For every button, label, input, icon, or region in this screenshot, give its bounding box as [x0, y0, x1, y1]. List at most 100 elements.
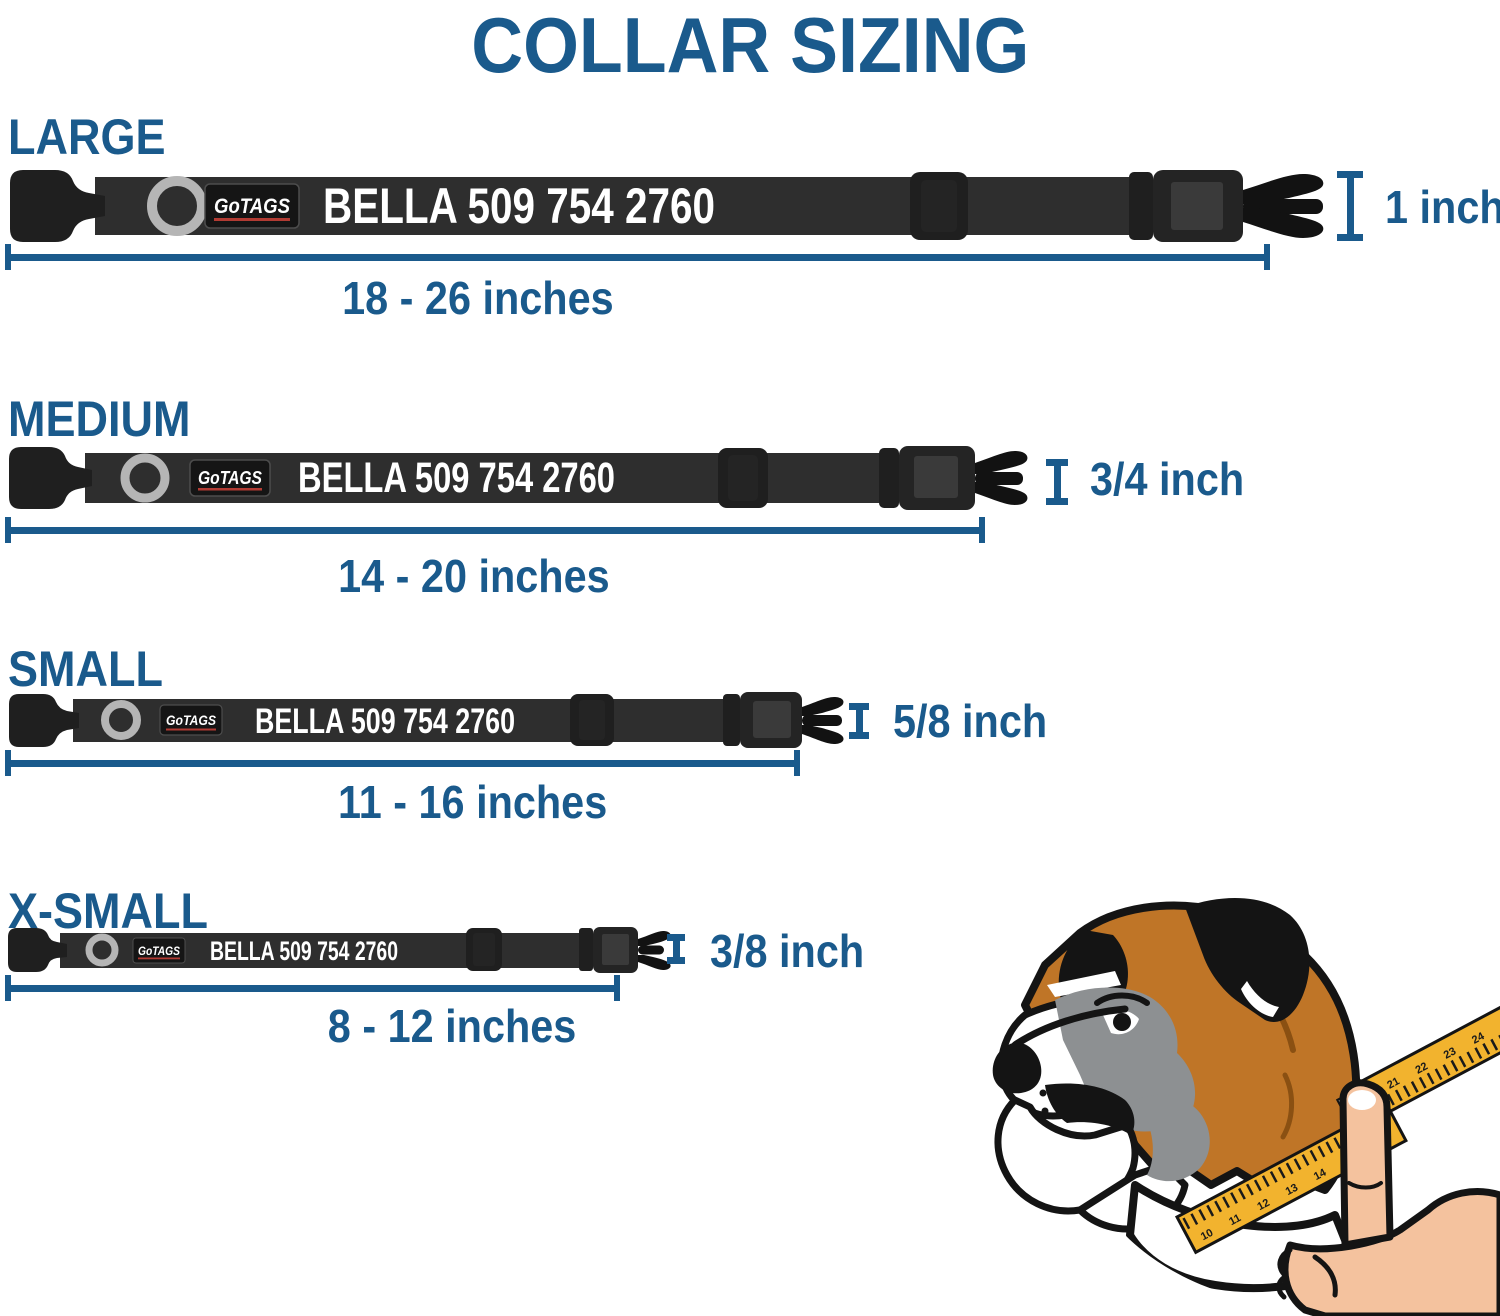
brand-patch: [189, 459, 271, 497]
buckle-prong-bottom: [638, 955, 671, 970]
d-ring: [120, 453, 170, 503]
width-label: 3/4 inch: [1090, 456, 1261, 502]
buckle-female: [8, 928, 67, 972]
dog-neck-crease: [1280, 1072, 1295, 1140]
width-label-text: 1 inch: [1385, 181, 1500, 233]
collar-imprint: BELLA 509 754 2760: [298, 454, 615, 502]
brand-patch: [132, 937, 186, 964]
buckle-prong-bottom: [802, 725, 844, 744]
size-label: MEDIUM: [8, 392, 211, 447]
tape-number: 10: [1199, 1227, 1215, 1243]
length-measure-line: [5, 750, 800, 776]
page-title-text: COLLAR SIZING: [470, 1, 1030, 89]
d-ring: [101, 700, 141, 740]
dog-chest-lower: [1105, 1235, 1315, 1316]
buckle-prong-bottom: [1243, 208, 1324, 238]
buckle-female: [10, 170, 105, 242]
dog-ear-right-highlight: [1241, 981, 1279, 1017]
buckle-prong-mid: [638, 945, 664, 955]
dog-whisker-dot: [1053, 1099, 1061, 1107]
buckle-male-detail: [1171, 182, 1223, 230]
tape-number: 12: [1255, 1197, 1271, 1213]
slider-detail: [921, 180, 957, 232]
brand-patch: [159, 704, 223, 736]
buckle-prong-top: [1243, 174, 1324, 204]
width-label-text: 3/4 inch: [1090, 453, 1245, 505]
dog-ear-right: [1185, 897, 1310, 1023]
range-label: 18 - 26 inches: [278, 272, 678, 324]
length-measure-line: [5, 517, 985, 543]
size-label: LARGE: [8, 110, 183, 165]
knuckle-line: [1276, 1247, 1293, 1300]
fingernail: [1348, 1090, 1376, 1110]
buckle-prong-mid: [975, 472, 1023, 485]
strap-endcap: [579, 928, 593, 971]
length-measure-line: [5, 244, 1270, 270]
dog-measuring-illustration: 18 19 20 21 22 23 24: [992, 897, 1500, 1316]
tape-number: 21: [1385, 1075, 1401, 1091]
size-label-text: LARGE: [8, 109, 166, 165]
width-label: 5/8 inch: [893, 698, 1064, 744]
dog-nose: [992, 1042, 1042, 1094]
slider-detail: [728, 455, 758, 501]
width-label-text: 3/8 inch: [710, 925, 865, 977]
buckle-prong-top: [975, 451, 1028, 474]
index-finger: [1339, 1079, 1394, 1249]
width-label-text: 5/8 inch: [893, 695, 1048, 747]
buckle-prong-mid: [802, 715, 842, 726]
d-ring: [147, 176, 207, 236]
hand: [1276, 1079, 1500, 1316]
page-title: COLLAR SIZING: [0, 0, 1500, 91]
tape-number: 23: [1442, 1045, 1458, 1061]
width-gauge-icon: [849, 703, 869, 739]
brand-underline: [214, 218, 290, 221]
length-measure-line: [5, 975, 620, 1001]
buckle-female: [9, 694, 79, 747]
slider-detail: [473, 933, 495, 966]
buckle-male-detail: [914, 456, 958, 498]
dog-whisker-dot: [1039, 1089, 1047, 1097]
tape-ticks: [1299, 1028, 1500, 1152]
range-label: 8 - 12 inches: [252, 1000, 652, 1052]
range-label-text: 11 - 16 inches: [338, 776, 608, 828]
width-gauge-icon: [1337, 171, 1363, 241]
buckle-prong-top: [638, 931, 671, 946]
brand-label: GoTAGS: [198, 468, 262, 488]
strap-endcap: [723, 694, 740, 746]
finger-wrinkle: [1347, 1181, 1383, 1190]
thumb-fold-line: [1312, 1254, 1338, 1298]
dog-whisker-dot: [1041, 1107, 1049, 1115]
dog-blaze: [1047, 971, 1121, 997]
range-label: 14 - 20 inches: [274, 550, 674, 602]
brand-underline: [166, 728, 216, 731]
tape-ticks: [1182, 1110, 1392, 1230]
width-gauge-icon: [667, 934, 685, 964]
tape-number: 13: [1284, 1182, 1300, 1198]
range-label-text: 8 - 12 inches: [327, 1000, 577, 1052]
dog-eye-pupil: [1113, 1013, 1131, 1031]
range-label-text: 18 - 26 inches: [342, 272, 614, 324]
collar-imprint: BELLA 509 754 2760: [255, 702, 515, 741]
brand-underline: [138, 957, 180, 960]
dog-cheek-gray: [1135, 1094, 1210, 1182]
buckle-male-detail: [753, 701, 791, 738]
brand-label: GoTAGS: [138, 944, 180, 958]
d-ring: [85, 933, 119, 967]
tape-number: 22: [1414, 1060, 1430, 1076]
size-label-text: SMALL: [8, 641, 163, 697]
collar-imprint: BELLA 509 754 2760: [210, 936, 398, 966]
strap-endcap: [1129, 172, 1153, 240]
collar-graphic-small: GoTAGS BELLA 509 754 2760: [9, 692, 844, 748]
range-label: 11 - 16 inches: [273, 776, 673, 828]
collar-graphic-x-small: GoTAGS BELLA 509 754 2760: [8, 927, 671, 973]
buckle-female: [9, 447, 92, 509]
brand-underline: [198, 488, 262, 491]
range-label-text: 14 - 20 inches: [338, 550, 610, 602]
dog-brow-line: [1094, 992, 1150, 1006]
brand-label: GoTAGS: [214, 195, 290, 218]
slider-detail: [579, 700, 605, 740]
collar-graphic-large: GoTAGS BELLA 509 754 2760: [10, 170, 1324, 242]
buckle-male-detail: [602, 934, 629, 965]
size-label: SMALL: [8, 642, 180, 697]
